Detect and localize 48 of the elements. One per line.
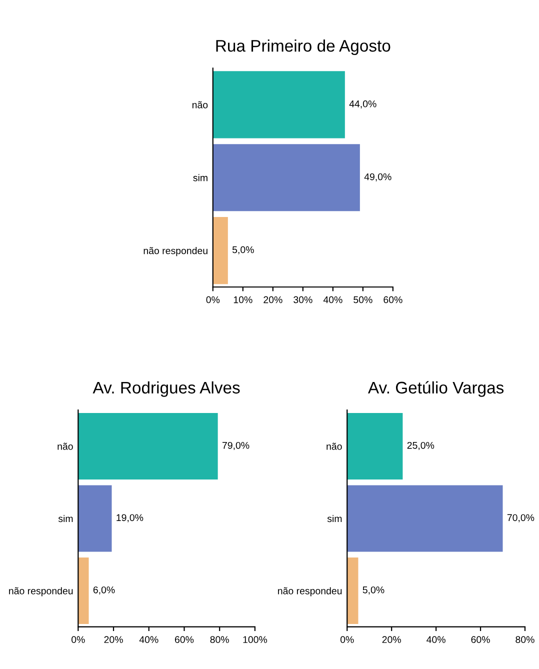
bar (212, 71, 345, 138)
x-tick-label: 60% (384, 296, 402, 304)
bar (78, 557, 89, 624)
data-label: 49,0% (364, 173, 392, 182)
bar (347, 412, 403, 480)
x-tick-label: 30% (294, 296, 312, 304)
x-tick-label: 0% (72, 636, 85, 644)
y-tick-label: não respondeu (278, 587, 342, 596)
bar (347, 557, 358, 624)
data-label: 5,0% (362, 586, 384, 594)
data-label: 70,0% (507, 514, 534, 522)
data-label: 6,0% (93, 586, 115, 594)
x-tick-label: 60% (471, 636, 490, 644)
y-tick-label: não respondeu (144, 247, 208, 256)
x-tick-label: 20% (104, 636, 123, 644)
x-tick-label: 40% (323, 296, 342, 304)
bar (78, 412, 218, 480)
bar (347, 485, 503, 552)
y-tick-label: não (192, 101, 208, 108)
y-tick-label: sim (327, 514, 342, 522)
x-tick-label: 100% (243, 636, 268, 644)
bar (212, 216, 228, 284)
data-label: 5,0% (232, 246, 254, 254)
bar (212, 144, 360, 212)
chart-title: Rua Primeiro de Agosto (216, 39, 390, 56)
x-tick-label: 20% (382, 636, 401, 644)
x-tick-label: 60% (174, 636, 194, 644)
x-tick-label: 20% (264, 296, 282, 304)
y-tick-label: sim (58, 514, 73, 522)
chart-title: Av. Getúlio Vargas (368, 381, 504, 397)
x-tick-label: 10% (234, 296, 252, 304)
x-tick-label: 40% (139, 636, 158, 644)
chart-title: Av. Rodrigues Alves (92, 381, 240, 397)
x-tick-label: 80% (516, 636, 534, 644)
y-tick-label: não (58, 442, 73, 450)
data-label: 25,0% (407, 442, 434, 450)
x-tick-label: 50% (354, 296, 372, 304)
y-tick-label: não respondeu (9, 587, 73, 596)
data-label: 19,0% (116, 514, 144, 522)
data-label: 79,0% (222, 442, 250, 450)
y-tick-label: sim (193, 174, 208, 182)
x-tick-label: 80% (210, 636, 229, 644)
bar (78, 485, 112, 552)
x-tick-label: 0% (206, 296, 220, 304)
data-label: 44,0% (349, 100, 376, 108)
x-tick-label: 40% (426, 636, 446, 644)
y-tick-label: não (326, 442, 342, 450)
x-tick-label: 0% (340, 636, 354, 644)
